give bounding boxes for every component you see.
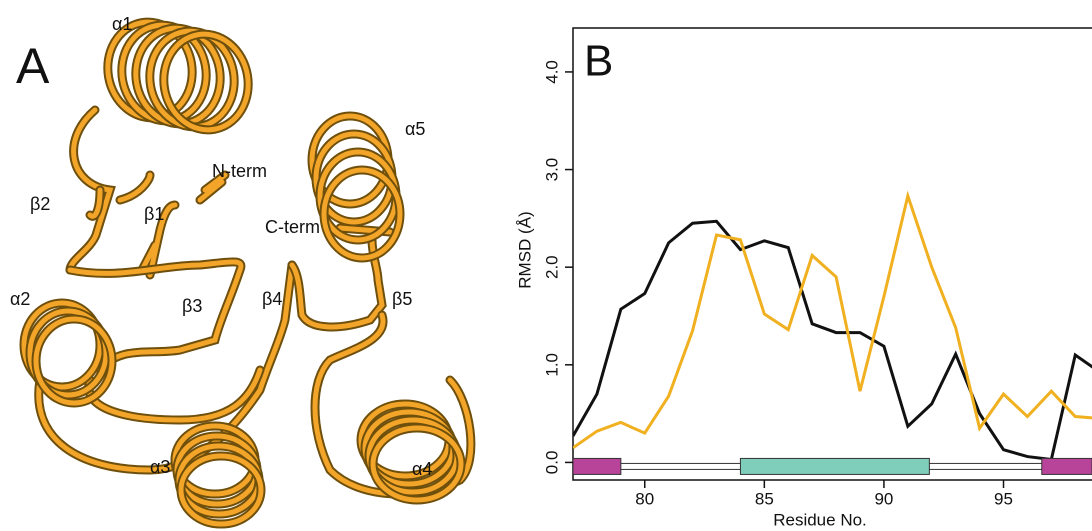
structure-label: α4 (412, 459, 432, 479)
structure-label: β1 (144, 204, 164, 224)
structure-label: β2 (30, 194, 50, 214)
structure-label: α5 (405, 119, 425, 139)
y-tick-label: 3.0 (542, 158, 561, 182)
panel-letter: A (16, 38, 50, 94)
backbone (197, 172, 228, 203)
y-tick-label: 0.0 (542, 451, 561, 475)
y-tick-label: 2.0 (542, 255, 561, 279)
backbone (289, 237, 385, 330)
series-line (573, 190, 1092, 450)
x-tick-label: 85 (755, 489, 774, 508)
helix-turn (21, 300, 103, 390)
structure-label: α3 (150, 457, 170, 477)
y-tick-label: 4.0 (542, 60, 561, 84)
secondary-structure-segment (573, 457, 622, 475)
x-tick-label: 80 (635, 489, 654, 508)
y-axis-title: RMSD (Å) (515, 211, 534, 288)
plot-area (573, 190, 1092, 475)
structure-label: β4 (262, 289, 282, 309)
secondary-structure-segment (1041, 457, 1092, 475)
series-line (573, 219, 1092, 462)
helix-turn (161, 31, 251, 133)
x-tick-label: 95 (994, 489, 1013, 508)
helix-turn (370, 425, 464, 503)
panel-letter: B (584, 37, 613, 86)
backbone (312, 312, 474, 497)
helix-turn (321, 167, 403, 261)
x-tick-label: 90 (874, 489, 893, 508)
backbone-shadow (34, 260, 297, 475)
structure-label: C-term (265, 217, 320, 237)
backbone (36, 262, 295, 473)
backbone (86, 367, 263, 423)
helix-turn (178, 453, 264, 527)
x-axis-title: Residue No. (773, 510, 867, 529)
structure-label: N-term (212, 161, 267, 181)
backbone (139, 202, 178, 278)
structure-label: β3 (182, 296, 202, 316)
backbone (117, 172, 153, 203)
structure-label: α2 (10, 289, 30, 309)
y-tick-label: 1.0 (542, 353, 561, 377)
backbone (67, 107, 114, 273)
backbone (67, 259, 244, 373)
structure-label: α1 (112, 14, 132, 34)
plot-frame (572, 27, 1092, 481)
helix-turn (27, 308, 109, 398)
protein-structure (19, 17, 476, 529)
structure-label: β5 (392, 289, 412, 309)
helix-turn (33, 316, 115, 406)
backbone (87, 187, 103, 219)
secondary-structure-segment (739, 457, 930, 475)
